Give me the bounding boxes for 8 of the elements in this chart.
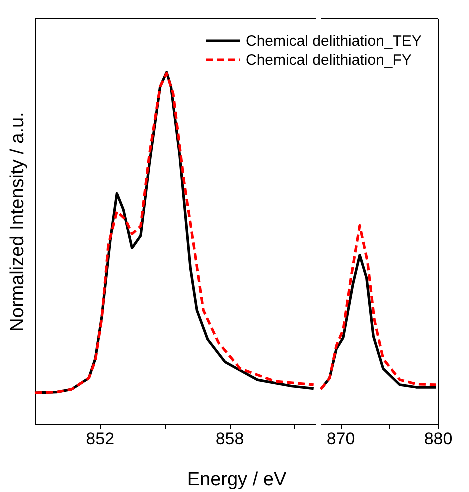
legend-label: Chemical delithiation_TEY <box>246 33 422 50</box>
y-axis-title: Normalized Intensity / a.u. <box>8 112 28 332</box>
x-tick-label: 880 <box>424 430 453 448</box>
x-tick-label: 852 <box>86 430 115 448</box>
legend-label: Chemical delithiation_FY <box>246 52 412 69</box>
x-axis-title: Energy / eV <box>187 470 287 490</box>
x-tick-label: 858 <box>216 430 244 448</box>
x-tick-label: 870 <box>326 430 356 448</box>
